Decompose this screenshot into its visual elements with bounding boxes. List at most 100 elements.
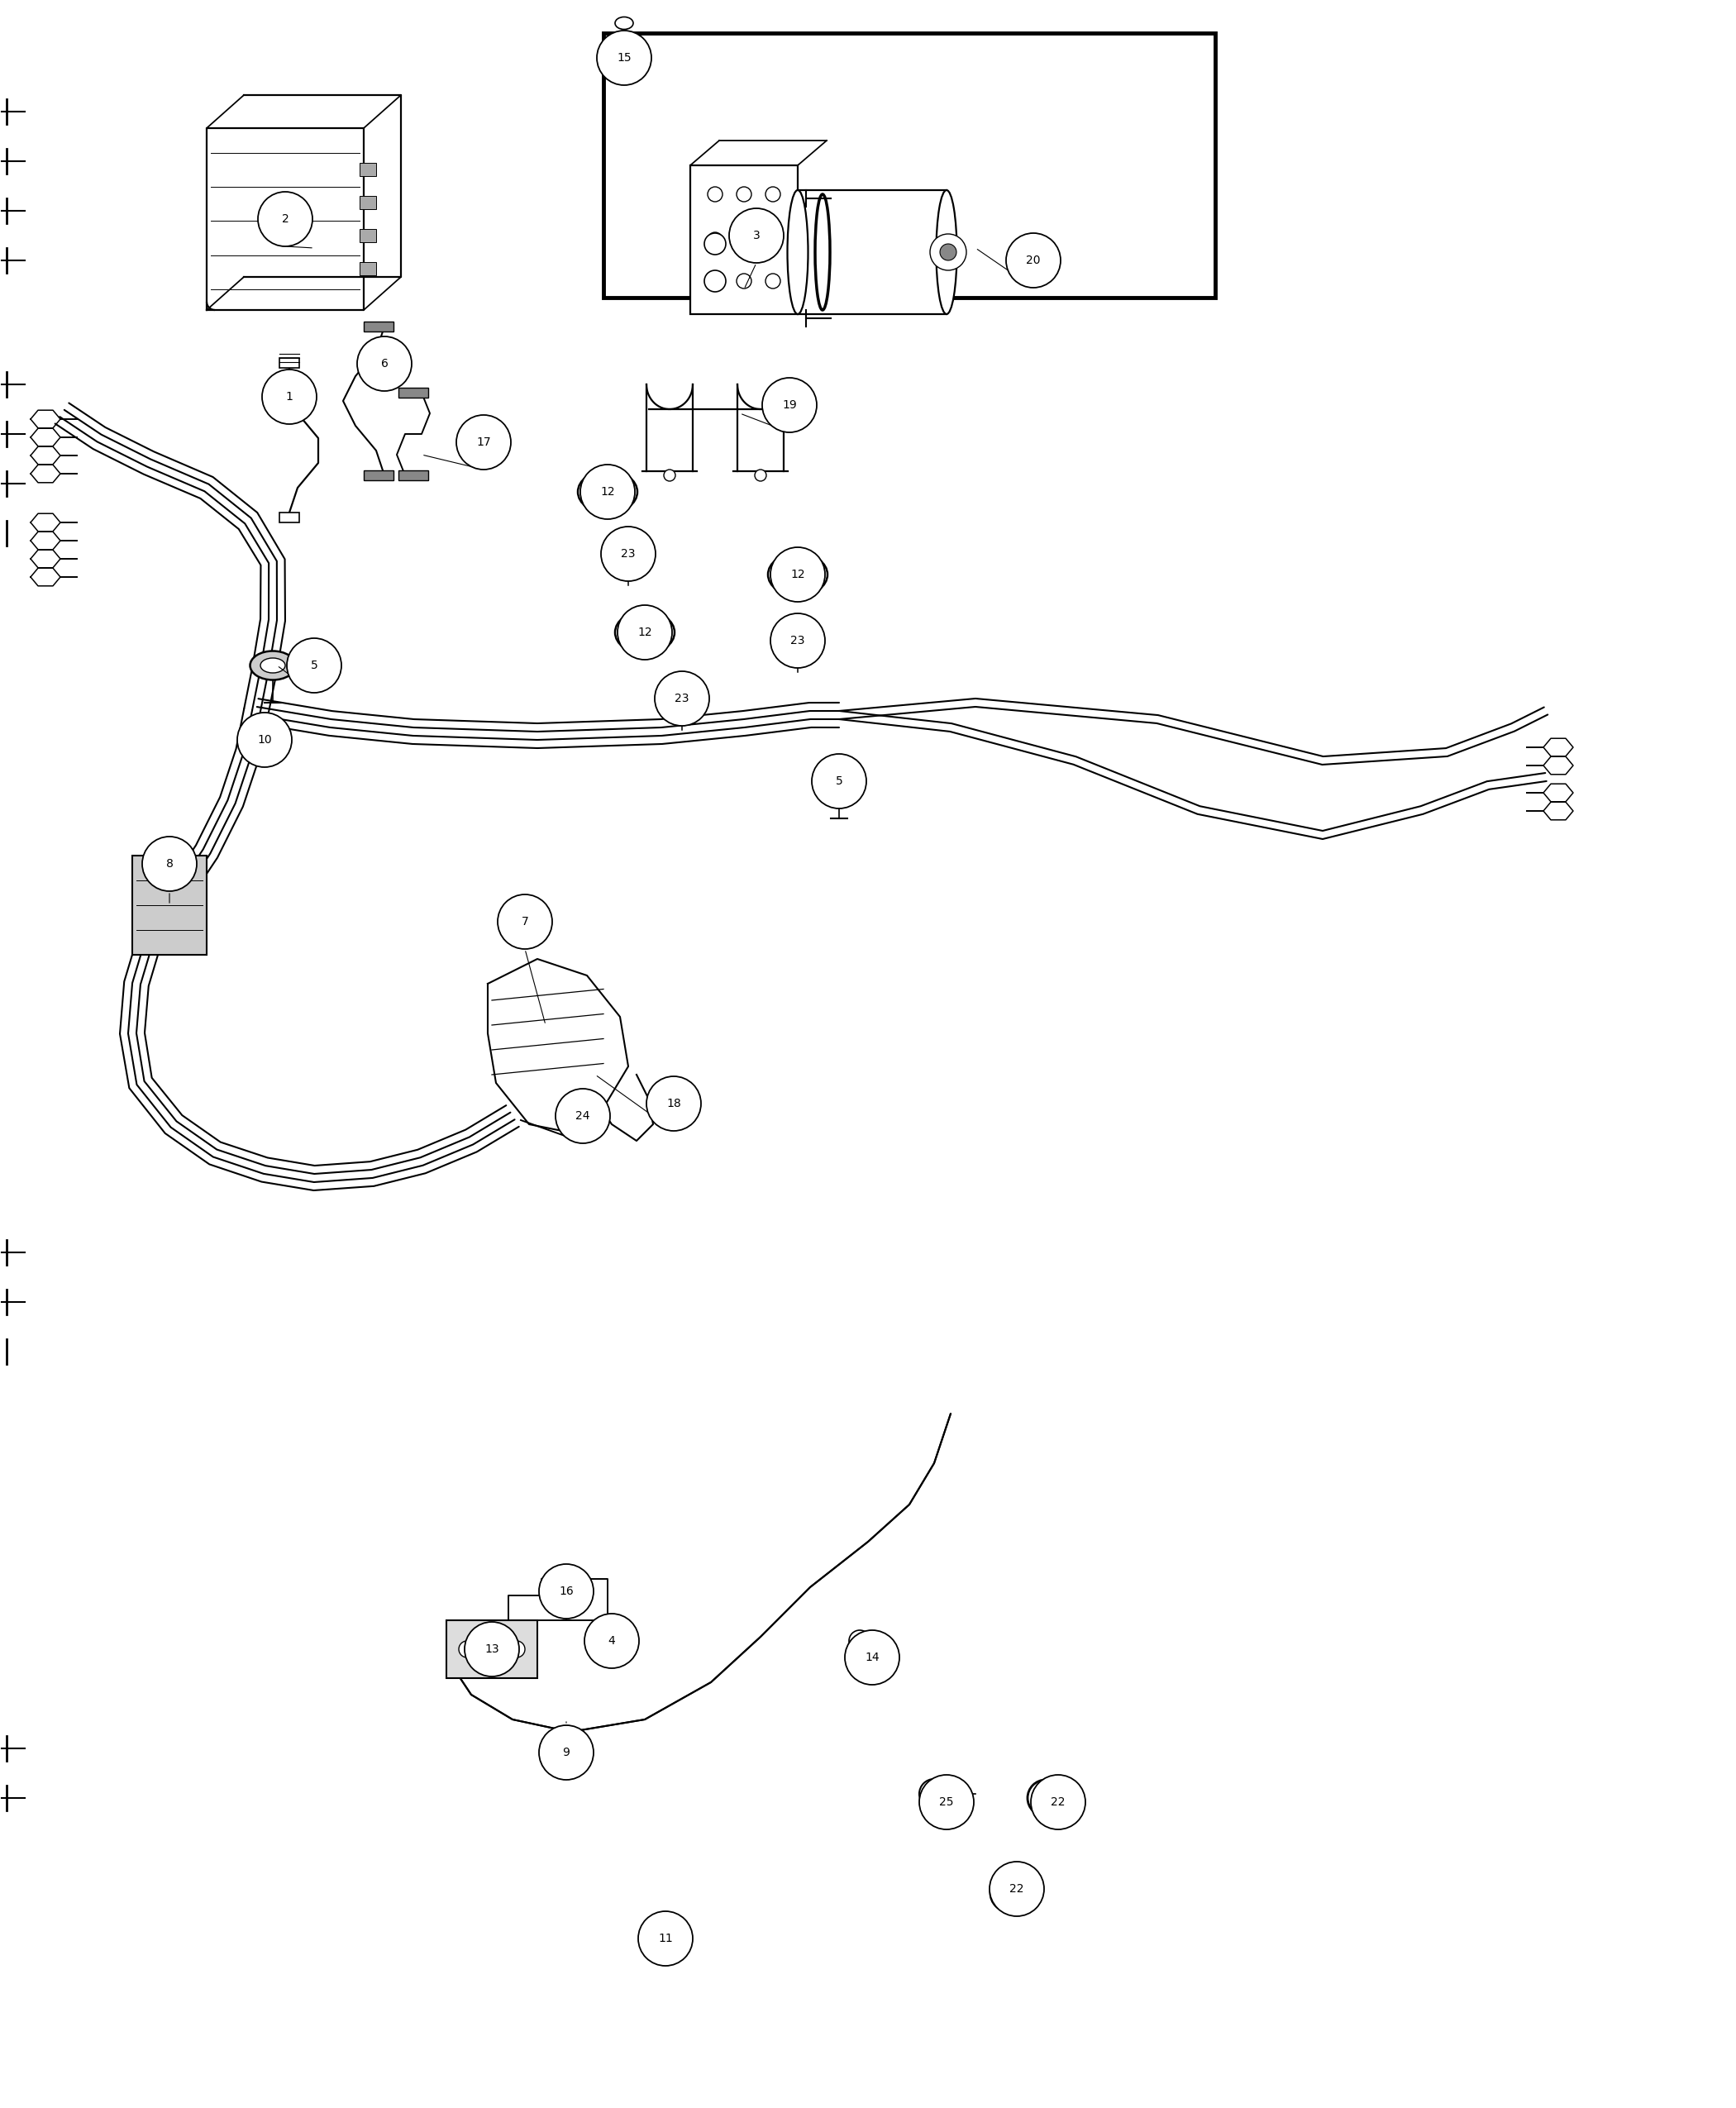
Circle shape: [663, 470, 675, 481]
Circle shape: [238, 713, 292, 767]
Circle shape: [658, 1922, 674, 1939]
Text: 17: 17: [476, 436, 491, 449]
Text: 5: 5: [311, 660, 318, 670]
Circle shape: [509, 1640, 524, 1657]
Circle shape: [845, 1629, 899, 1684]
Bar: [359, 162, 377, 177]
Circle shape: [708, 188, 722, 202]
Circle shape: [1038, 1790, 1054, 1807]
Circle shape: [762, 377, 816, 432]
Circle shape: [736, 188, 752, 202]
Circle shape: [812, 755, 866, 809]
Text: 2: 2: [281, 213, 288, 226]
Text: 7: 7: [521, 917, 528, 928]
Circle shape: [708, 274, 722, 289]
Bar: [359, 230, 377, 242]
Circle shape: [556, 1088, 609, 1143]
Circle shape: [1031, 1775, 1085, 1830]
Bar: [691, 164, 799, 314]
Circle shape: [286, 639, 342, 694]
Circle shape: [729, 209, 783, 264]
Text: 22: 22: [1010, 1882, 1024, 1895]
Circle shape: [705, 270, 726, 291]
Text: 16: 16: [559, 1585, 573, 1598]
Bar: [399, 388, 429, 398]
Bar: [365, 470, 394, 481]
Circle shape: [1028, 1779, 1064, 1817]
Ellipse shape: [250, 651, 295, 681]
Ellipse shape: [781, 563, 814, 586]
Circle shape: [705, 234, 726, 255]
Circle shape: [646, 1077, 701, 1130]
Text: 18: 18: [667, 1098, 681, 1109]
Circle shape: [736, 274, 752, 289]
Circle shape: [990, 1874, 1026, 1912]
Ellipse shape: [628, 622, 660, 643]
Circle shape: [580, 464, 635, 519]
Circle shape: [465, 1621, 519, 1676]
Circle shape: [939, 245, 957, 261]
Circle shape: [575, 1592, 590, 1608]
Circle shape: [259, 192, 312, 247]
Text: 9: 9: [562, 1748, 569, 1758]
Circle shape: [601, 527, 656, 582]
Bar: [279, 358, 299, 369]
Ellipse shape: [615, 611, 675, 653]
Bar: [365, 323, 394, 331]
Text: 8: 8: [167, 858, 174, 871]
Circle shape: [538, 1724, 594, 1779]
Circle shape: [639, 1912, 693, 1967]
Text: 6: 6: [380, 358, 389, 369]
Text: 24: 24: [576, 1111, 590, 1121]
Circle shape: [654, 670, 710, 725]
Text: 12: 12: [601, 487, 615, 497]
Circle shape: [771, 613, 825, 668]
Ellipse shape: [578, 470, 637, 514]
Text: 23: 23: [675, 694, 689, 704]
Circle shape: [755, 470, 766, 481]
Text: 5: 5: [835, 776, 842, 786]
Circle shape: [766, 188, 781, 202]
Text: 10: 10: [257, 734, 273, 746]
Circle shape: [458, 1640, 476, 1657]
Text: 11: 11: [658, 1933, 674, 1944]
Ellipse shape: [615, 17, 634, 30]
Bar: [132, 856, 207, 955]
Circle shape: [1007, 234, 1061, 287]
Bar: [279, 512, 299, 523]
Circle shape: [358, 337, 411, 390]
Circle shape: [618, 605, 672, 660]
Text: 25: 25: [939, 1796, 953, 1809]
Circle shape: [538, 1564, 594, 1619]
Text: 14: 14: [865, 1653, 880, 1663]
Circle shape: [920, 1779, 950, 1809]
Text: 1: 1: [286, 390, 293, 403]
Circle shape: [1000, 1885, 1017, 1901]
Circle shape: [771, 548, 825, 601]
Ellipse shape: [592, 481, 623, 504]
Ellipse shape: [767, 552, 828, 597]
Circle shape: [142, 837, 196, 892]
Circle shape: [990, 1861, 1043, 1916]
Ellipse shape: [260, 658, 285, 672]
Text: 13: 13: [484, 1644, 500, 1655]
Bar: [359, 196, 377, 209]
Bar: [799, 190, 946, 314]
Text: 23: 23: [621, 548, 635, 559]
Text: 22: 22: [1050, 1796, 1066, 1809]
Text: 19: 19: [783, 398, 797, 411]
Circle shape: [585, 1613, 639, 1667]
Circle shape: [766, 232, 781, 247]
Text: 20: 20: [1026, 255, 1040, 266]
Text: 12: 12: [637, 626, 653, 639]
Ellipse shape: [826, 774, 851, 788]
Circle shape: [457, 415, 510, 470]
Circle shape: [930, 234, 967, 270]
Circle shape: [708, 232, 722, 247]
Ellipse shape: [936, 190, 957, 314]
Circle shape: [498, 894, 552, 949]
Circle shape: [597, 32, 651, 84]
Circle shape: [766, 274, 781, 289]
Text: 23: 23: [790, 635, 806, 647]
Bar: [399, 470, 429, 481]
